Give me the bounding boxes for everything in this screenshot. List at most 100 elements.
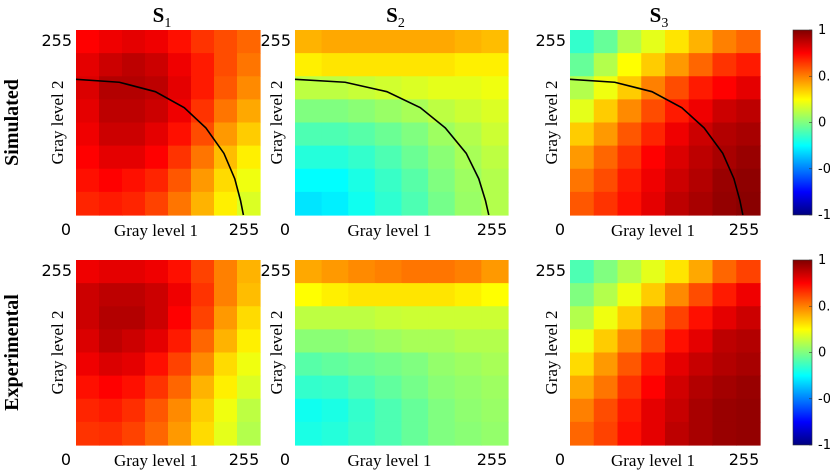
heatmap-cell [237, 260, 261, 284]
heatmap-cell [122, 375, 146, 400]
x-tick-label: 0 [280, 450, 290, 469]
heatmap-cell [712, 191, 737, 216]
heatmap-cell [145, 30, 169, 54]
heatmap-cell [99, 191, 123, 216]
heatmap-cell [145, 375, 169, 400]
heatmap-cell [688, 375, 714, 400]
heatmap-cell [593, 260, 619, 284]
heatmap-cell [374, 145, 403, 170]
heatmap-cell [76, 375, 100, 400]
heatmap-cell [374, 421, 403, 446]
title-subscript: 3 [661, 16, 668, 31]
heatmap-cell [76, 168, 100, 193]
heatmap-cell [401, 283, 429, 307]
heatmap-cell [641, 30, 666, 54]
heatmap-cell [401, 30, 429, 54]
heatmap-cell [237, 145, 261, 170]
heatmap-cell [122, 283, 146, 307]
heatmap-cell [214, 53, 238, 77]
heatmap-cell [348, 352, 376, 377]
heatmap-cell [428, 421, 456, 446]
heatmap-cell [712, 306, 737, 330]
heatmap-cell [321, 398, 349, 423]
heatmap-cell [712, 260, 737, 284]
heatmap-cell [76, 398, 100, 423]
colorbar-tick-label: 0 [818, 116, 826, 131]
heatmap-cell [688, 283, 714, 307]
heatmap-cell [570, 168, 595, 193]
heatmap-cell [321, 191, 349, 216]
heatmap-cell [712, 99, 737, 124]
heatmap-cell [145, 76, 169, 100]
heatmap-cell [736, 76, 761, 100]
heatmap-panel: 0 255 255 Gray level 1 Gray level 2 S3 1 0.5 0 -0… [535, 3, 830, 240]
heatmap-cell [570, 191, 595, 216]
heatmap-cell [295, 76, 323, 100]
heatmap-cell [593, 421, 619, 446]
heatmap-cell [168, 421, 192, 446]
heatmap-cell [191, 168, 215, 193]
x-tick-label: 255 [729, 450, 760, 469]
heatmap-cell [348, 122, 376, 147]
heatmap-cell [321, 53, 349, 77]
heatmap-cell [122, 76, 146, 100]
heatmap-cell [295, 30, 323, 54]
x-tick-label: 0 [61, 450, 71, 469]
x-axis-label: Gray level 1 [114, 451, 198, 470]
heatmap-cell [191, 191, 215, 216]
heatmap-panel: 0 255 255 Gray level 1 Gray level 2 S1 Simulat… [1, 3, 261, 240]
heatmap-cell [570, 53, 595, 77]
heatmap-cell [570, 329, 595, 354]
heatmap-cell [641, 260, 666, 284]
heatmap-cell [688, 260, 714, 284]
heatmap-cell [191, 283, 215, 307]
heatmap-cell [76, 421, 100, 446]
heatmap-cell [570, 375, 595, 400]
heatmap-cell [237, 375, 261, 400]
title-subscript: 1 [164, 16, 171, 31]
heatmap-cell [168, 30, 192, 54]
x-tick-label: 255 [477, 220, 508, 239]
y-axis-label: Gray level 2 [542, 80, 561, 164]
heatmap-cell [481, 53, 509, 77]
heatmap-cell [191, 352, 215, 377]
heatmap-cell [641, 398, 666, 423]
heatmap-cell [665, 329, 690, 354]
heatmap-cell [191, 53, 215, 77]
heatmap-panel: 0 255 255 Gray level 1 Gray level 2 [260, 260, 509, 470]
heatmap-cell [348, 375, 376, 400]
heatmap-cell [688, 329, 714, 354]
heatmap-cell [76, 76, 100, 100]
heatmap-cell [401, 76, 429, 100]
heatmap-cell [122, 122, 146, 147]
y-axis-label: Gray level 2 [48, 310, 67, 394]
heatmap-cell [145, 421, 169, 446]
heatmap-cell [348, 260, 376, 284]
heatmap-cell [374, 122, 403, 147]
panel-title: S3 [650, 3, 669, 31]
heatmap-cell [295, 122, 323, 147]
heatmap-cell [617, 398, 642, 423]
heatmap-cell [688, 168, 714, 193]
heatmap-cell [145, 168, 169, 193]
heatmap-cell [593, 329, 619, 354]
heatmap-cell [374, 99, 403, 124]
heatmap-cell [237, 352, 261, 377]
heatmap-cell [454, 99, 482, 124]
x-tick-label: 255 [729, 220, 760, 239]
heatmap-cell [99, 53, 123, 77]
heatmap-cell [736, 99, 761, 124]
heatmap-cell [348, 76, 376, 100]
heatmap-cell [593, 30, 619, 54]
x-axis-label: Gray level 1 [347, 451, 431, 470]
heatmap-cell [688, 122, 714, 147]
heatmap-cell [122, 306, 146, 330]
heatmap-cell [99, 30, 123, 54]
heatmap-cell [428, 329, 456, 354]
heatmap-cell [99, 352, 123, 377]
heatmap-cell [295, 53, 323, 77]
heatmap-cell [191, 145, 215, 170]
heatmap-cell [374, 53, 403, 77]
heatmap-cell [214, 30, 238, 54]
heatmap-cell [570, 145, 595, 170]
